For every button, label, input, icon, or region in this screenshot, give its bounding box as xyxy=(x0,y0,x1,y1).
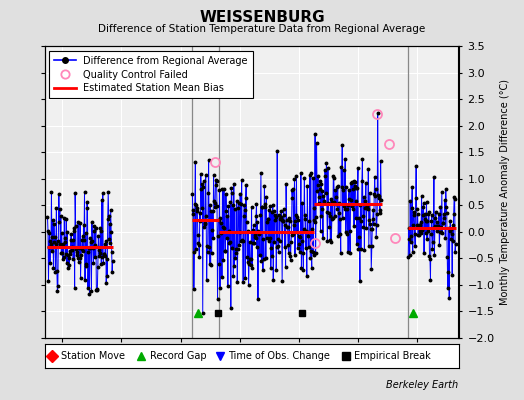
Text: WEISSENBURG: WEISSENBURG xyxy=(199,10,325,25)
Text: Difference of Station Temperature Data from Regional Average: Difference of Station Temperature Data f… xyxy=(99,24,425,34)
Y-axis label: Monthly Temperature Anomaly Difference (°C): Monthly Temperature Anomaly Difference (… xyxy=(500,79,510,305)
Text: Empirical Break: Empirical Break xyxy=(354,351,431,361)
Text: Time of Obs. Change: Time of Obs. Change xyxy=(228,351,330,361)
Text: Berkeley Earth: Berkeley Earth xyxy=(386,380,458,390)
Legend: Difference from Regional Average, Quality Control Failed, Estimated Station Mean: Difference from Regional Average, Qualit… xyxy=(49,51,253,98)
Text: Record Gap: Record Gap xyxy=(150,351,206,361)
Text: Station Move: Station Move xyxy=(61,351,125,361)
